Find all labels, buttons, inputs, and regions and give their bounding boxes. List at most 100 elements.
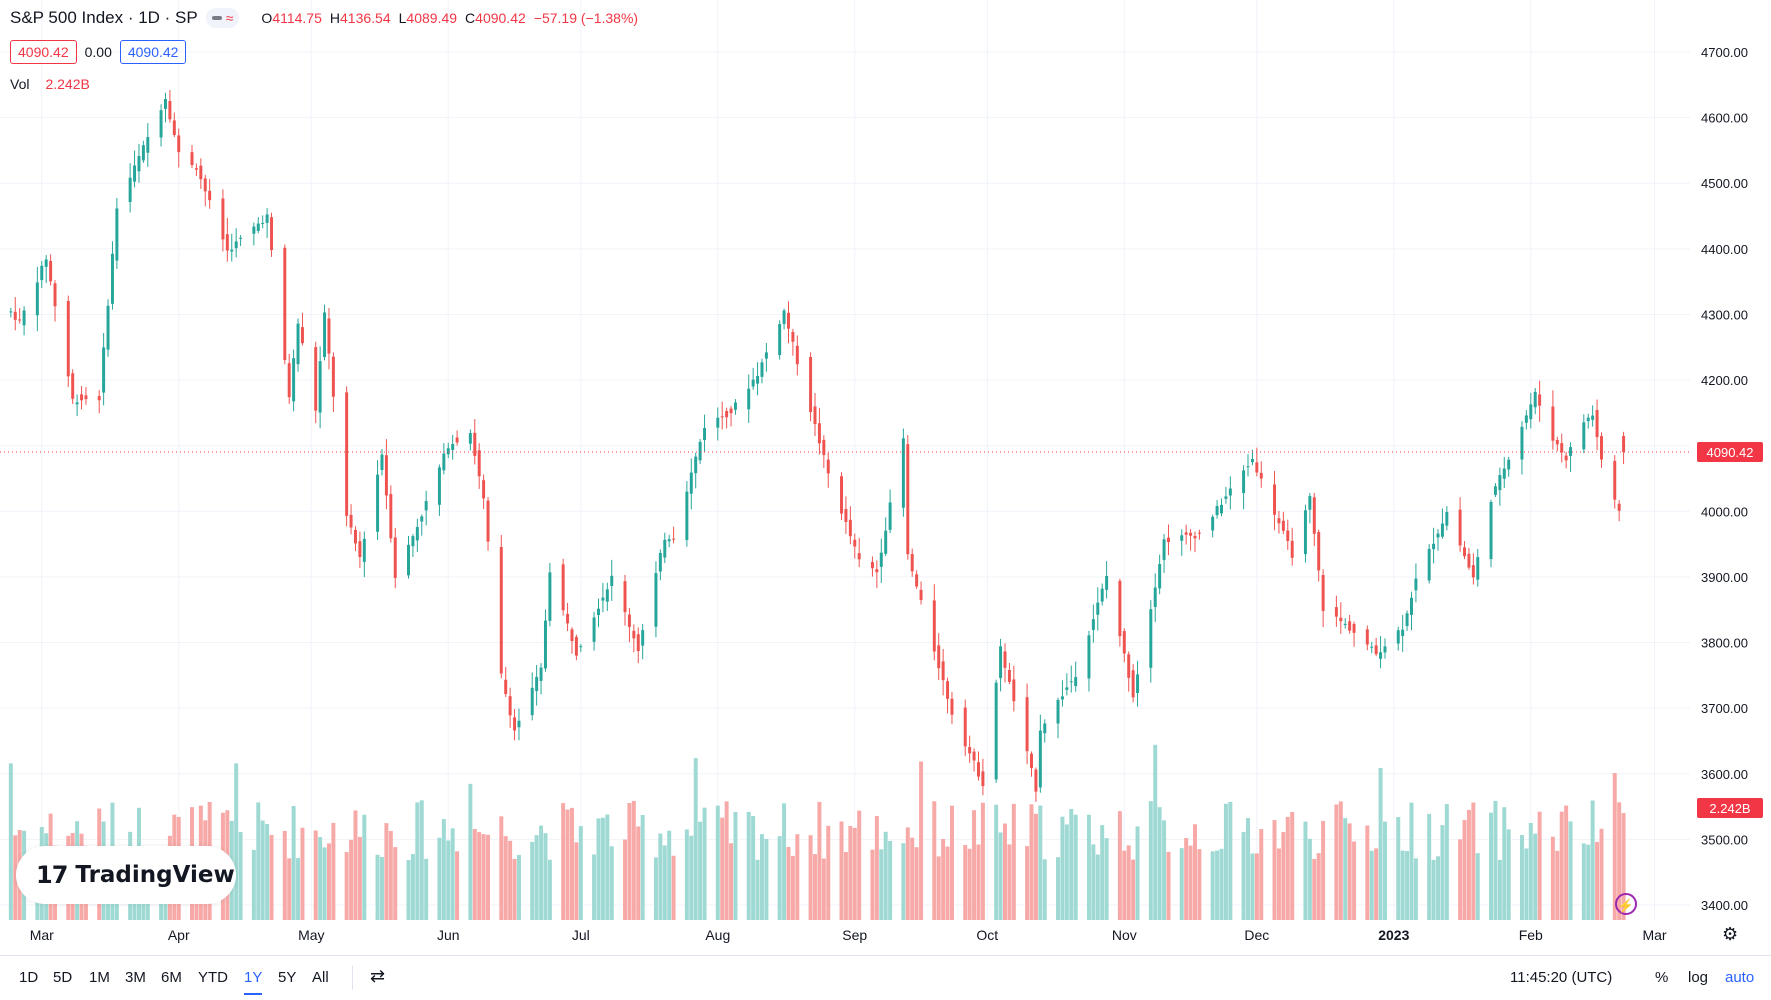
volume-bar	[468, 783, 473, 920]
candle-body	[53, 283, 57, 307]
candle-body	[698, 441, 702, 461]
volume-bar	[357, 836, 362, 920]
volume-bar	[1409, 802, 1414, 920]
candle-body	[1312, 497, 1316, 534]
candle-body	[451, 444, 455, 450]
volume-bar	[1166, 851, 1171, 920]
candle-body	[1529, 404, 1533, 420]
lightning-icon[interactable]: ⚡	[1615, 893, 1637, 915]
timeframe-5y[interactable]: 5Y	[278, 969, 297, 986]
timeframe-ytd[interactable]: YTD	[198, 969, 228, 986]
timeframe-1m[interactable]: 1M	[89, 969, 110, 986]
volume-bar	[1259, 829, 1264, 920]
volume-bar	[667, 830, 672, 920]
candle-body	[1056, 699, 1060, 724]
volume-bar	[715, 805, 720, 920]
candle-body	[972, 751, 976, 761]
volume-bar	[1254, 853, 1259, 920]
volume-bar	[410, 854, 415, 920]
volume-bar	[1184, 838, 1189, 920]
candle-body	[468, 433, 472, 444]
candle-body	[420, 516, 424, 522]
candle-body	[477, 450, 481, 477]
chart-area[interactable]: 4700.00 4600.00 4500.00 4400.00 4300.00 4200.…	[0, 0, 1771, 956]
buy-button[interactable]: 4090.42	[119, 40, 187, 64]
volume-bar	[234, 763, 239, 920]
volume-bar	[1537, 811, 1542, 920]
candle-body	[1343, 623, 1347, 626]
volume-bar	[1586, 844, 1591, 920]
volume-bar	[1489, 812, 1494, 920]
candle-body	[287, 363, 291, 398]
candle-body	[1158, 563, 1162, 589]
volume-bar	[1378, 767, 1383, 920]
candle-body	[1458, 509, 1462, 546]
clock[interactable]: 11:45:20 (UTC)	[1510, 969, 1613, 986]
candle-body	[80, 394, 84, 401]
volume-bar	[636, 826, 641, 920]
volume-bar	[1555, 850, 1560, 920]
candle-body	[517, 720, 521, 728]
timeframe-5d[interactable]: 5D	[53, 969, 73, 986]
volume-bar	[1528, 822, 1533, 920]
volume-bar	[1617, 802, 1622, 920]
volume-bar	[1003, 823, 1007, 920]
volume-bar	[547, 859, 552, 920]
candle-body	[97, 396, 101, 401]
sell-button[interactable]: 4090.42	[10, 40, 77, 64]
price-chart[interactable]: 4700.00 4600.00 4500.00 4400.00 4300.00 4200.…	[0, 0, 1771, 955]
candle-body	[1003, 651, 1007, 668]
candle-body	[601, 597, 605, 601]
volume-bar	[684, 829, 689, 920]
date-range-icon[interactable]: ⇄	[370, 966, 386, 986]
volume-bar	[671, 855, 676, 920]
candle-body	[539, 667, 543, 681]
tradingview-logo[interactable]: 17 TradingView	[16, 846, 236, 904]
legend-toggle-pill[interactable]: ≈	[205, 8, 240, 28]
candle-body	[1591, 415, 1595, 420]
timeframe-6m[interactable]: 6M	[161, 969, 182, 986]
volume-bar	[415, 802, 420, 920]
volume-bar	[1126, 845, 1131, 920]
volume-bar	[503, 836, 508, 920]
price-tick-label: 4200.00	[1701, 373, 1748, 388]
timeframe-1y[interactable]: 1Y	[244, 969, 263, 995]
volume-legend[interactable]: Vol 2.242B	[10, 76, 90, 92]
volume-bar	[1033, 813, 1038, 920]
candle-body	[968, 747, 972, 754]
candle-body	[720, 416, 724, 418]
volume-bar	[565, 809, 570, 920]
volume-bar	[1104, 838, 1109, 920]
auto-scale-toggle[interactable]: auto	[1725, 969, 1755, 986]
candle-body	[44, 259, 48, 267]
volume-bar	[1157, 807, 1162, 920]
volume-bar	[1471, 802, 1476, 920]
candle-body	[667, 539, 671, 542]
timeframe-1d[interactable]: 1D	[19, 969, 39, 986]
symbol-title[interactable]: S&P 500 Index · 1D · SP	[10, 8, 198, 27]
volume-bar	[905, 827, 910, 920]
volume-bar	[419, 800, 424, 920]
candle-body	[1012, 679, 1016, 702]
volume-bar	[627, 803, 632, 920]
candle-body	[504, 679, 508, 695]
candle-body	[389, 494, 393, 539]
candle-body	[106, 305, 110, 350]
volume-bar	[826, 825, 831, 920]
timeframe-3m[interactable]: 3M	[125, 969, 146, 986]
candle-body	[1467, 553, 1471, 568]
gear-icon[interactable]: ⚙	[1722, 924, 1739, 944]
time-tick-label: Dec	[1244, 927, 1269, 943]
timeframe-all[interactable]: All	[312, 969, 329, 986]
candle-body	[265, 214, 269, 223]
volume-bar	[733, 812, 738, 920]
candle-body	[605, 589, 609, 602]
percent-toggle[interactable]: %	[1655, 969, 1669, 986]
volume-bar	[1316, 853, 1321, 920]
log-toggle[interactable]: log	[1688, 969, 1709, 986]
volume-bar	[1117, 811, 1122, 920]
volume-bar	[265, 824, 270, 920]
candle-body	[884, 530, 888, 554]
spread-value: 0.00	[84, 44, 112, 60]
candle-body	[146, 137, 150, 153]
